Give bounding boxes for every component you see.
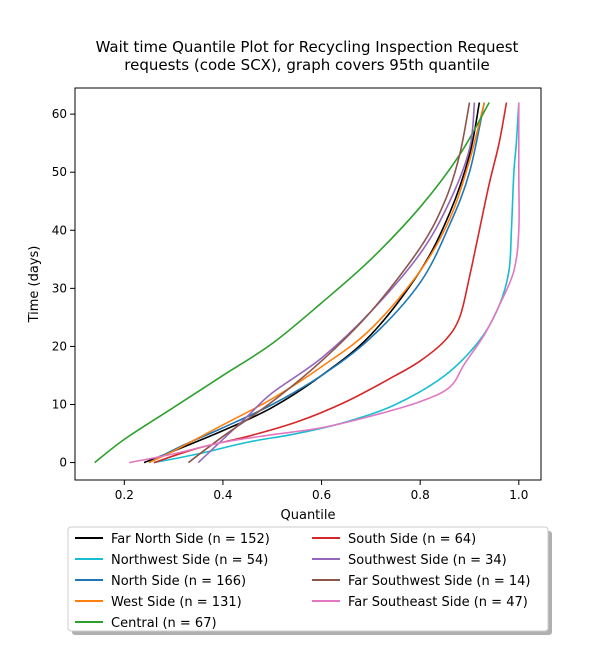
- legend-item: Far North Side (n = 152): [75, 532, 270, 547]
- legend-box: [67, 526, 549, 632]
- legend: Far North Side (n = 152) Northwest Side (…: [67, 526, 552, 635]
- series-line-8: [187, 102, 471, 464]
- legend-item: Central (n = 67): [75, 616, 217, 631]
- series-line-6: [153, 102, 508, 464]
- plot-area: [74, 87, 542, 481]
- legend-label: Far North Side (n = 152): [111, 532, 270, 547]
- legend-label: Far Southwest Side (n = 14): [348, 574, 530, 589]
- series-line-9: [129, 102, 520, 464]
- legend-label: Far Southeast Side (n = 47): [348, 595, 528, 610]
- y-tick-label: 40: [52, 223, 67, 237]
- x-axis: 0.2 0.4 0.6 0.8 1.0: [115, 480, 528, 502]
- series-line-3: [148, 102, 486, 464]
- legend-label: West Side (n = 131): [111, 595, 242, 610]
- legend-label: Southwest Side (n = 34): [348, 553, 507, 568]
- x-tick-label: 0.4: [213, 488, 232, 502]
- y-tick-label: 60: [52, 107, 67, 121]
- x-tick-label: 0.8: [411, 488, 430, 502]
- legend-item: North Side (n = 166): [75, 574, 246, 589]
- plot-frame: [74, 87, 542, 481]
- legend-label: North Side (n = 166): [111, 574, 246, 589]
- y-axis-label: Time (days): [27, 246, 42, 324]
- series-line-4: [148, 102, 486, 464]
- x-tick-label: 0.2: [115, 488, 134, 502]
- y-tick-label: 20: [52, 339, 67, 353]
- x-tick-label: 1.0: [509, 488, 528, 502]
- x-axis-label: Quantile: [281, 508, 336, 523]
- plot-background: [75, 88, 541, 480]
- series-line-2: [153, 102, 520, 464]
- legend-items: Far North Side (n = 152) Northwest Side (…: [75, 532, 530, 631]
- legend-label: Northwest Side (n = 54): [111, 553, 268, 568]
- series-line-1: [143, 102, 481, 464]
- legend-item: West Side (n = 131): [75, 595, 242, 610]
- chart-title-line-1: Wait time Quantile Plot for Recycling In…: [96, 38, 519, 56]
- y-tick-label: 30: [52, 281, 67, 295]
- y-tick-label: 10: [52, 398, 67, 412]
- y-tick-label: 50: [52, 165, 67, 179]
- x-tick-label: 0.6: [312, 488, 331, 502]
- legend-label: South Side (n = 64): [348, 532, 476, 547]
- legend-item: South Side (n = 64): [312, 532, 476, 547]
- legend-item: Northwest Side (n = 54): [75, 553, 268, 568]
- series-line-5: [94, 102, 490, 464]
- y-tick-label: 0: [59, 456, 67, 470]
- legend-item: Far Southwest Side (n = 14): [312, 574, 530, 589]
- legend-item: Southwest Side (n = 34): [312, 553, 507, 568]
- series-layer: [94, 102, 520, 464]
- legend-item: Far Southeast Side (n = 47): [312, 595, 528, 610]
- legend-label: Central (n = 67): [111, 616, 217, 631]
- chart-title-line-2: requests (code SCX), graph covers 95th q…: [124, 56, 489, 74]
- y-axis: 0 10 20 30 40 50 60: [52, 107, 75, 470]
